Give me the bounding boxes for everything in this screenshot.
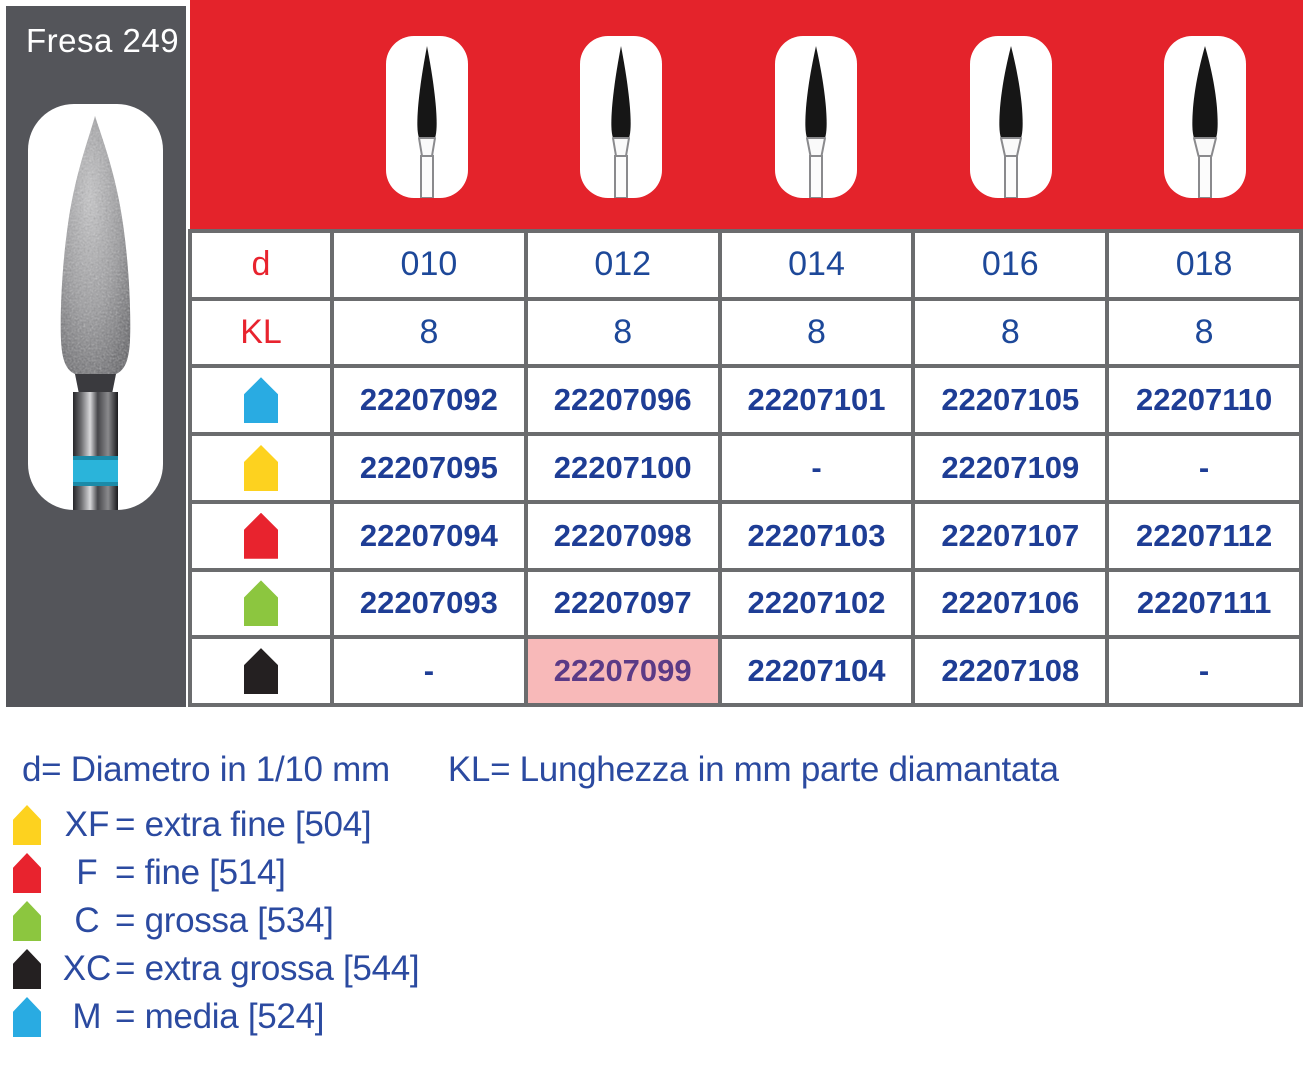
product-table: d 010 012 014 016 018 KL 8 8 8 8 8 22207… <box>188 229 1303 707</box>
code-cell: 22207105 <box>915 368 1106 433</box>
grit-row-icon-cell <box>192 639 330 703</box>
grit-extra-grossa-arrow-icon <box>13 949 41 989</box>
legend-item-media: M = media [524] <box>13 993 419 1041</box>
code-cell: 22207097 <box>527 571 718 636</box>
bur-photo <box>28 104 163 510</box>
code-cell: - <box>721 436 912 500</box>
kl-cell: 8 <box>1109 300 1299 365</box>
code-cell: - <box>334 639 524 703</box>
code-cell: 22207108 <box>915 639 1106 703</box>
grit-extra-fine-arrow-icon <box>244 444 278 491</box>
diameter-cell: 014 <box>721 233 912 297</box>
code-cell: - <box>1109 436 1299 500</box>
code-cell: 22207094 <box>334 503 524 568</box>
grit-legend: XF = extra fine [504] F = fine [514] C =… <box>13 801 420 1041</box>
grit-fine-arrow-icon <box>13 853 41 893</box>
legend-definition: = fine [514] <box>115 853 286 892</box>
legend-item-fine: F = fine [514] <box>13 849 419 897</box>
kl-cell: 8 <box>915 300 1106 365</box>
legend-definition: = extra grossa [544] <box>115 949 420 988</box>
legend-abbr: C <box>74 901 100 940</box>
grit-row-icon-cell <box>192 436 330 500</box>
code-cell: 22207101 <box>721 368 912 433</box>
code-cell: 22207096 <box>527 368 718 433</box>
bur-thumbnail-018 <box>1164 36 1246 198</box>
legend-abbr: M <box>72 997 102 1036</box>
grit-row-icon-cell <box>192 503 330 568</box>
legend-definition: = media [524] <box>115 997 325 1036</box>
diameter-cell: 012 <box>527 233 718 297</box>
grit-extra-grossa-arrow-icon <box>244 648 278 695</box>
grit-row-icon-cell <box>192 368 330 433</box>
code-cell: 22207109 <box>915 436 1106 500</box>
legend-item-extra-fine: XF = extra fine [504] <box>13 801 419 849</box>
code-cell: 22207106 <box>915 571 1106 636</box>
code-cell: 22207103 <box>721 503 912 568</box>
code-cell: 22207111 <box>1109 571 1299 636</box>
bur-thumbnail-014 <box>775 36 857 198</box>
code-cell: - <box>1109 639 1299 703</box>
kl-cell: 8 <box>721 300 912 365</box>
bur-thumbnail-010 <box>386 36 468 198</box>
diameter-cell: 010 <box>334 233 524 297</box>
code-cell: 22207104 <box>721 639 912 703</box>
legend-abbr: F <box>76 853 98 892</box>
grit-extra-fine-arrow-icon <box>13 805 41 845</box>
grit-fine-arrow-icon <box>244 512 278 559</box>
code-cell: 22207107 <box>915 503 1106 568</box>
bur-thumbnail-012 <box>580 36 662 198</box>
legend-abbr: XF <box>64 805 110 844</box>
kl-note: KL= Lunghezza in mm parte diamantata <box>447 750 1059 789</box>
code-cell-highlighted: 22207099 <box>527 639 718 703</box>
diameter-cell: 018 <box>1109 233 1299 297</box>
kl-row-label: KL <box>192 300 330 365</box>
product-title: Fresa 249 <box>26 22 180 59</box>
legend-item-extra-grossa: XC = extra grossa [544] <box>13 945 420 993</box>
code-cell: 22207092 <box>334 368 524 433</box>
grit-grossa-arrow-icon <box>244 580 278 627</box>
grit-grossa-arrow-icon <box>13 901 41 941</box>
legend-definition: = grossa [534] <box>115 901 334 940</box>
diameter-cell: 016 <box>915 233 1106 297</box>
code-cell: 22207110 <box>1109 368 1299 433</box>
grit-media-arrow-icon <box>13 997 41 1037</box>
code-cell: 22207100 <box>527 436 718 500</box>
code-cell: 22207102 <box>721 571 912 636</box>
kl-cell: 8 <box>527 300 718 365</box>
dimension-notes: d= Diametro in 1/10 mm KL= Lunghezza in … <box>22 750 1059 790</box>
header-band <box>190 0 1303 229</box>
code-cell: 22207112 <box>1109 503 1299 568</box>
d-note: d= Diametro in 1/10 mm <box>22 750 390 789</box>
product-panel: Fresa 249 <box>6 6 186 707</box>
grit-media-arrow-icon <box>244 377 278 424</box>
bur-photo-illustration <box>60 116 131 510</box>
grit-row-icon-cell <box>192 571 330 636</box>
code-cell: 22207098 <box>527 503 718 568</box>
code-cell: 22207095 <box>334 436 524 500</box>
kl-cell: 8 <box>334 300 524 365</box>
bur-thumbnail-016 <box>970 36 1052 198</box>
d-row-label: d <box>192 233 330 297</box>
legend-definition: = extra fine [504] <box>115 805 372 844</box>
code-cell: 22207093 <box>334 571 524 636</box>
legend-abbr: XC <box>62 949 112 988</box>
legend-item-grossa: C = grossa [534] <box>13 897 419 945</box>
